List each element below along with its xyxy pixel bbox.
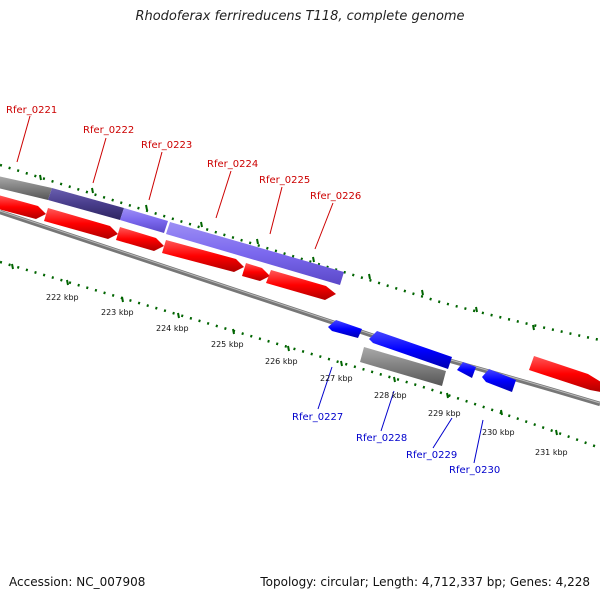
forward-label-leaders bbox=[16, 115, 334, 250]
forward-gene-track bbox=[0, 176, 344, 285]
gene-label-reverse[interactable]: Rfer_0229 bbox=[406, 450, 457, 461]
accession-text: Accession: NC_007908 bbox=[9, 575, 146, 589]
scale-label: 228 kbp bbox=[374, 391, 407, 400]
reverse-cds-track bbox=[328, 320, 516, 392]
gc-content-ring-outer bbox=[0, 163, 600, 342]
forward-cds-track bbox=[0, 195, 600, 392]
cds-arrow-reverse[interactable] bbox=[482, 369, 516, 392]
gc-content-ring-inner bbox=[0, 260, 600, 450]
gene-label-forward[interactable]: Rfer_0224 bbox=[207, 159, 258, 170]
gene-label-forward[interactable]: Rfer_0222 bbox=[83, 125, 134, 136]
scale-label: 230 kbp bbox=[482, 428, 515, 437]
scale-label: 231 kbp bbox=[535, 448, 568, 457]
reverse-label-leaders bbox=[317, 366, 484, 464]
gene-block-highlight-dark[interactable] bbox=[48, 188, 124, 220]
gene-block-highlight[interactable] bbox=[166, 222, 344, 285]
gene-label-forward[interactable]: Rfer_0221 bbox=[6, 105, 57, 116]
cds-arrow-forward[interactable] bbox=[162, 240, 244, 272]
scale-label: 227 kbp bbox=[320, 374, 353, 383]
gene-label-reverse[interactable]: Rfer_0227 bbox=[292, 412, 343, 423]
gene-block-highlight[interactable] bbox=[120, 208, 168, 233]
gene-label-forward[interactable]: Rfer_0226 bbox=[310, 191, 361, 202]
map-title: Rhodoferax ferrireducens T118, complete … bbox=[135, 9, 465, 24]
gene-block[interactable] bbox=[0, 176, 52, 200]
cds-arrow-reverse[interactable] bbox=[457, 362, 476, 378]
cds-arrow-forward[interactable] bbox=[0, 195, 46, 219]
cds-arrow-forward[interactable] bbox=[44, 208, 118, 239]
scale-label: 223 kbp bbox=[101, 308, 134, 317]
gc-ticks bbox=[11, 174, 558, 436]
cds-arrow-forward[interactable] bbox=[116, 227, 164, 251]
gene-label-reverse[interactable]: Rfer_0230 bbox=[449, 465, 500, 476]
scale-label: 222 kbp bbox=[46, 293, 79, 302]
cds-arrow-forward[interactable] bbox=[242, 263, 270, 281]
gene-label-reverse[interactable]: Rfer_0228 bbox=[356, 433, 407, 444]
gene-label-forward[interactable]: Rfer_0225 bbox=[259, 175, 310, 186]
scale-label: 224 kbp bbox=[156, 324, 189, 333]
cds-arrow-reverse[interactable] bbox=[328, 320, 362, 338]
scale-label: 226 kbp bbox=[265, 357, 298, 366]
gene-label-forward[interactable]: Rfer_0223 bbox=[141, 140, 192, 151]
cds-arrow-forward[interactable] bbox=[266, 270, 336, 300]
cds-arrow-reverse[interactable] bbox=[369, 331, 452, 369]
cds-arrow-forward[interactable] bbox=[529, 356, 600, 392]
scale-label: 225 kbp bbox=[211, 340, 244, 349]
genome-summary-text: Topology: circular; Length: 4,712,337 bp… bbox=[260, 575, 590, 589]
gene-block-reverse[interactable] bbox=[360, 347, 446, 386]
scale-label: 229 kbp bbox=[428, 409, 461, 418]
